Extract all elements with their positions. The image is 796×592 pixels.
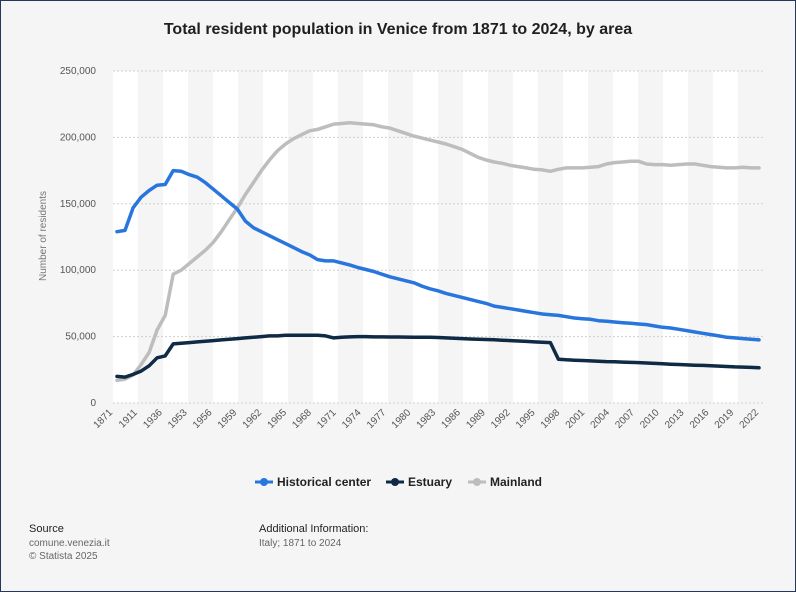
chart-band xyxy=(513,71,538,403)
chart-bands xyxy=(113,71,738,403)
legend-marker-historical xyxy=(260,478,268,486)
chart-band xyxy=(413,71,438,403)
x-tick-label: 2010 xyxy=(638,407,662,431)
source-heading: Source xyxy=(29,523,64,535)
chart-legend[interactable]: Historical center Estuary Mainland xyxy=(255,475,542,489)
x-tick-label: 1983 xyxy=(415,407,439,431)
x-tick-label: 1992 xyxy=(489,407,513,431)
chart-band xyxy=(713,71,738,403)
x-tick-label: 2013 xyxy=(663,407,687,431)
chart-band xyxy=(463,71,488,403)
x-tick-label: 1977 xyxy=(365,407,389,431)
chart-band xyxy=(663,71,688,403)
x-tick-label: 2004 xyxy=(589,407,613,431)
y-tick-label: 100,000 xyxy=(60,265,97,276)
x-tick-label: 2019 xyxy=(713,407,737,431)
x-tick-label: 1911 xyxy=(117,407,140,430)
x-tick-label: 1871 xyxy=(92,407,116,431)
x-tick-label: 1959 xyxy=(216,407,240,431)
y-tick-label: 200,000 xyxy=(60,132,97,143)
x-tick-label: 1998 xyxy=(539,407,563,431)
x-tick-label: 1974 xyxy=(340,407,364,431)
y-tick-label: 50,000 xyxy=(65,332,96,343)
x-tick-label: 1968 xyxy=(290,407,314,431)
legend-label-estuary: Estuary xyxy=(408,475,452,489)
legend-label-mainland: Mainland xyxy=(490,475,542,489)
chart-band xyxy=(113,71,138,403)
legend-label-historical: Historical center xyxy=(277,475,371,489)
chart-grid xyxy=(113,70,763,404)
x-tick-label: 1971 xyxy=(315,407,339,431)
copyright: © Statista 2025 xyxy=(29,551,98,562)
legend-marker-mainland xyxy=(473,478,481,486)
series-estuary xyxy=(115,333,761,379)
x-tick-label: 2016 xyxy=(688,407,712,431)
x-tick-label: 1965 xyxy=(266,407,290,431)
x-tick-label: 1995 xyxy=(514,407,538,431)
y-tick-label: 0 xyxy=(90,398,96,409)
series-historical-center xyxy=(115,168,761,342)
chart-band xyxy=(163,71,188,403)
x-tick-label: 1986 xyxy=(439,407,463,431)
x-tick-label: 2007 xyxy=(613,407,637,431)
series-mainland xyxy=(115,121,761,383)
x-tick-label: 1980 xyxy=(390,407,414,431)
chart-band xyxy=(613,71,638,403)
legend-item-historical[interactable]: Historical center xyxy=(255,475,371,489)
legend-item-estuary[interactable]: Estuary xyxy=(386,475,452,489)
x-tick-label: 2022 xyxy=(738,407,762,431)
additional-info-heading: Additional Information: xyxy=(259,523,369,535)
y-tick-label: 150,000 xyxy=(60,199,97,210)
legend-marker-estuary xyxy=(391,478,399,486)
x-tick-label: 1953 xyxy=(166,407,190,431)
chart-title: Total resident population in Venice from… xyxy=(163,21,633,38)
y-axis-label: Number of residents xyxy=(38,191,49,281)
additional-info-text: Italy; 1871 to 2024 xyxy=(259,538,342,549)
x-tick-label: 1956 xyxy=(191,407,215,431)
x-tick-label: 1962 xyxy=(241,407,265,431)
legend-item-mainland[interactable]: Mainland xyxy=(468,475,542,489)
chart-band xyxy=(313,71,338,403)
chart-series xyxy=(115,121,761,383)
chart-band xyxy=(563,71,588,403)
x-tick-label: 1936 xyxy=(141,407,165,431)
source-link[interactable]: comune.venezia.it xyxy=(29,538,110,549)
y-tick-label: 250,000 xyxy=(60,66,97,77)
x-tick-label: 2001 xyxy=(564,407,588,431)
chart-band xyxy=(363,71,388,403)
x-tick-label: 1989 xyxy=(464,407,488,431)
